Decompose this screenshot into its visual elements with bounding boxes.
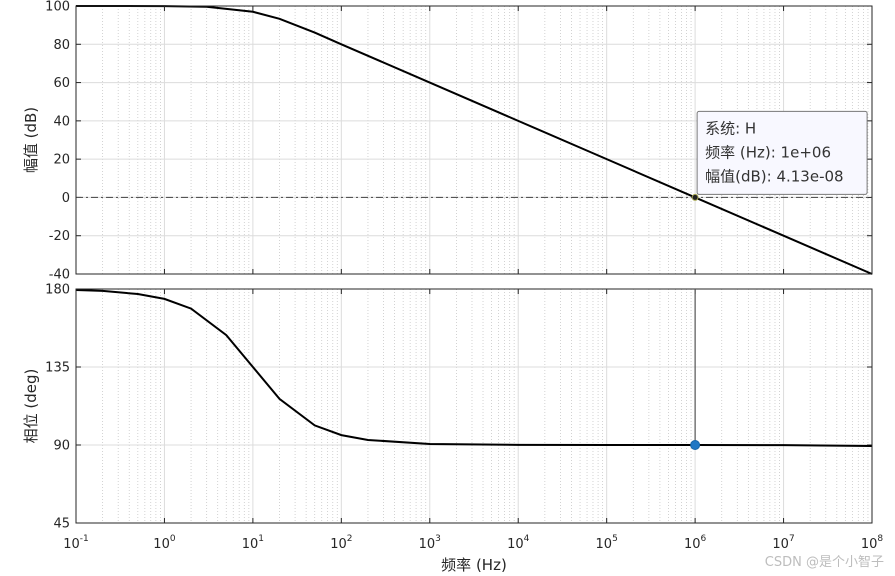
watermark: CSDN @是个小智子 — [765, 555, 884, 570]
x-tick-exponent: -1 — [80, 534, 89, 544]
x-tick-base: 10 — [242, 537, 259, 552]
x-tick-base: 10 — [772, 537, 789, 552]
y-tick-label: 90 — [53, 439, 70, 454]
datatip-line-system: 系统: H — [705, 119, 756, 137]
phase-curve — [75, 289, 873, 448]
x-tick-base: 10 — [330, 537, 347, 552]
magnitude-datatip-marker[interactable] — [691, 193, 699, 201]
datatip-line-magnitude: 幅值(dB): 4.13e-08 — [705, 167, 843, 185]
y-tick-label: 100 — [45, 0, 70, 15]
x-tick-label: 101 — [242, 534, 264, 552]
frequency-x-axis-label: 频率 (Hz) — [441, 556, 507, 574]
x-tick-base: 10 — [507, 537, 524, 552]
x-tick-label: 108 — [861, 534, 884, 552]
y-tick-label: 20 — [53, 153, 70, 168]
x-tick-base: 10 — [419, 537, 436, 552]
frequency-x-ticks: 10-1 100 101 102 103 104 105 106 107 108 — [63, 6, 883, 552]
x-tick-label: 106 — [684, 534, 707, 552]
datatip-line-frequency: 频率 (Hz): 1e+06 — [705, 143, 831, 161]
x-tick-base: 10 — [596, 537, 613, 552]
x-tick-label: 105 — [596, 534, 618, 552]
x-tick-base: 10 — [63, 537, 80, 552]
x-tick-exponent: 2 — [347, 534, 353, 544]
phase-y-axis-label: 相位 (deg) — [22, 369, 40, 444]
x-tick-label: 102 — [330, 534, 352, 552]
x-tick-exponent: 6 — [701, 534, 707, 544]
x-tick-label: 10-1 — [63, 534, 89, 552]
x-tick-exponent: 0 — [170, 534, 176, 544]
x-tick-base: 10 — [861, 537, 878, 552]
magnitude-frame — [75, 5, 873, 275]
x-tick-exponent: 8 — [877, 534, 883, 544]
x-tick-exponent: 1 — [258, 534, 264, 544]
x-tick-exponent: 7 — [789, 534, 795, 544]
y-tick-label: 135 — [45, 361, 70, 376]
x-tick-exponent: 5 — [612, 534, 618, 544]
x-tick-base: 10 — [684, 537, 701, 552]
x-tick-exponent: 4 — [524, 534, 530, 544]
y-tick-label: 80 — [53, 38, 70, 53]
datatip-background — [696, 110, 868, 195]
x-tick-label: 104 — [507, 534, 530, 552]
x-tick-label: 107 — [772, 534, 794, 552]
y-tick-label: 180 — [45, 283, 70, 298]
x-tick-exponent: 3 — [435, 534, 441, 544]
datatip-box[interactable]: 系统: H 频率 (Hz): 1e+06 幅值(dB): 4.13e-08 — [696, 110, 868, 195]
phase-y-ticks: 180 135 90 45 — [45, 283, 872, 532]
x-tick-base: 10 — [153, 537, 170, 552]
phase-frame — [75, 288, 873, 524]
phase-datatip-marker[interactable] — [690, 440, 701, 450]
y-tick-label: -40 — [49, 268, 70, 283]
y-tick-label: 0 — [62, 191, 70, 206]
y-tick-label: -20 — [49, 229, 70, 244]
phase-plot-area — [76, 289, 872, 523]
y-tick-label: 40 — [53, 114, 70, 129]
x-tick-label: 103 — [419, 534, 441, 552]
y-tick-label: 60 — [53, 76, 70, 91]
y-tick-label: 45 — [53, 517, 70, 532]
magnitude-y-axis-label: 幅值 (dB) — [22, 107, 40, 173]
x-tick-label: 100 — [153, 534, 176, 552]
